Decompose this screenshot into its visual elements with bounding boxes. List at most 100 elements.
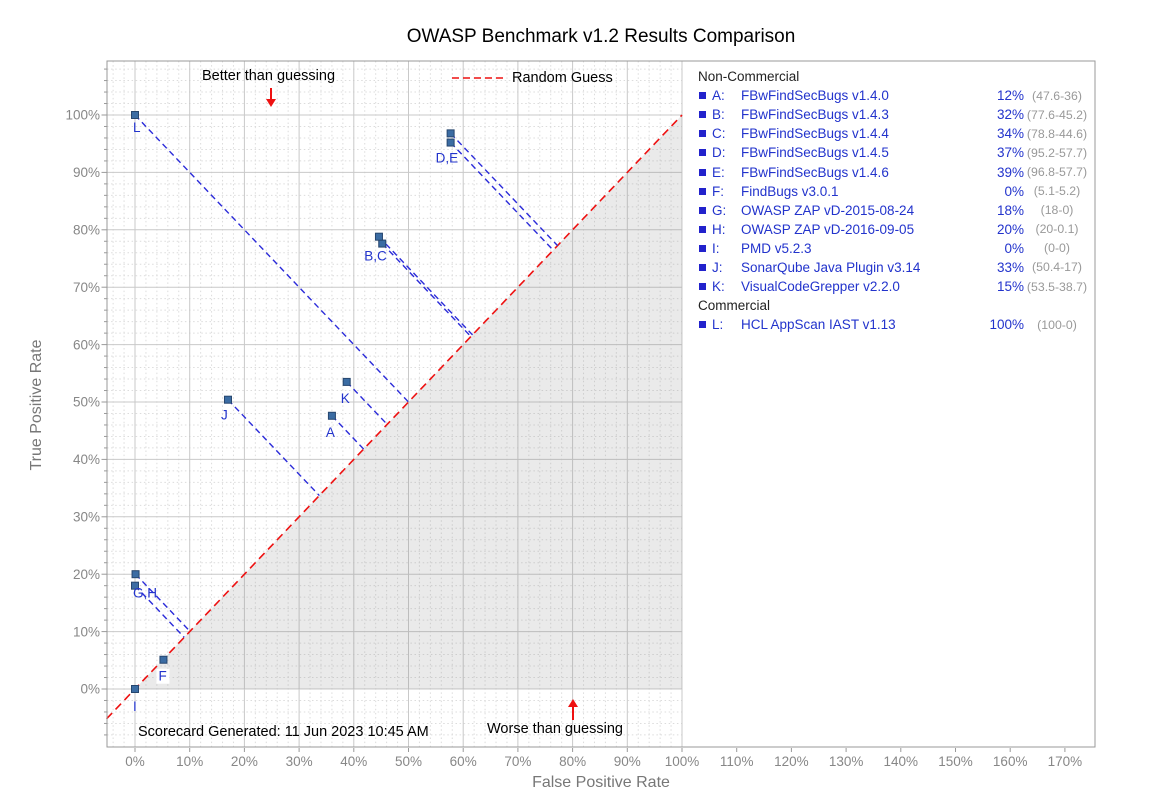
legend-item-E: E: FBwFindSecBugs v1.4.6 39% (96.8-57.7) xyxy=(698,162,1090,181)
legend-item-range: (95.2-57.7) xyxy=(1026,145,1088,160)
legend-item-letter: C: xyxy=(712,126,726,142)
chart-title: OWASP Benchmark v1.2 Results Comparison xyxy=(406,26,796,47)
legend-swatch-icon xyxy=(699,206,706,214)
y-tick-label: 0% xyxy=(80,682,100,697)
legend-item-score: 20% xyxy=(996,221,1024,237)
better-than-guessing-label: Better than guessing xyxy=(202,68,336,84)
y-tick-label: 10% xyxy=(73,624,100,639)
legend-item-F: F: FindBugs v3.0.1 0% (5.1-5.2) xyxy=(698,182,1090,201)
x-tick-label: 40% xyxy=(340,754,367,769)
data-point-J xyxy=(223,395,232,404)
legend-item-name: FindBugs v3.0.1 xyxy=(741,183,839,199)
data-point-C xyxy=(374,232,383,241)
data-point-K xyxy=(342,377,351,386)
legend-item-score: 0% xyxy=(1004,183,1024,199)
x-tick-label: 10% xyxy=(176,754,203,769)
x-tick-label: 80% xyxy=(559,754,586,769)
legend-item-range: (96.8-57.7) xyxy=(1026,165,1088,180)
legend-item-score: 18% xyxy=(996,202,1024,218)
distance-lines xyxy=(134,114,559,638)
point-label-G,H: G,H xyxy=(133,586,157,601)
legend-item-name: OWASP ZAP vD-2016-09-05 xyxy=(741,221,915,237)
legend-item-D: D: FBwFindSecBugs v1.4.5 37% (95.2-57.7) xyxy=(698,143,1090,162)
x-tick-label: 110% xyxy=(720,754,754,769)
x-tick-label: 130% xyxy=(829,754,864,769)
x-tick-label: 140% xyxy=(884,754,919,769)
legend-item-name: SonarQube Java Plugin v3.14 xyxy=(741,259,921,275)
legend-item-letter: D: xyxy=(712,145,726,161)
data-point-H xyxy=(131,570,140,579)
data-points xyxy=(131,111,455,693)
x-tick-label: 90% xyxy=(614,754,641,769)
legend-item-range: (50.4-17) xyxy=(1032,260,1082,275)
data-point-D xyxy=(446,138,455,147)
legend-item-score: 33% xyxy=(996,259,1024,275)
legend-item-name: OWASP ZAP vD-2015-08-24 xyxy=(741,202,915,218)
x-tick-label: 150% xyxy=(938,754,973,769)
point-label-A: A xyxy=(326,425,335,440)
legend-item-range: (18-0) xyxy=(1040,203,1074,218)
legend-item-letter: L: xyxy=(712,317,724,333)
legend-item-I: I: PMD v5.2.3 0% (0-0) xyxy=(698,239,1090,258)
y-tick-label: 30% xyxy=(73,510,100,525)
x-tick-label: 60% xyxy=(450,754,477,769)
legend-item-range: (77.6-45.2) xyxy=(1026,107,1088,122)
x-tick-label: 100% xyxy=(665,754,700,769)
data-point-G xyxy=(131,581,139,590)
random-guess-line xyxy=(105,114,683,720)
legend-item-letter: B: xyxy=(712,107,725,123)
legend-item-score: 15% xyxy=(996,279,1024,295)
plot-border xyxy=(106,60,1096,748)
legend-item-B: B: FBwFindSecBugs v1.4.3 32% (77.6-45.2) xyxy=(698,105,1090,124)
legend-item-name: FBwFindSecBugs v1.4.0 xyxy=(741,88,889,104)
legend-swatch-icon xyxy=(699,321,706,329)
legend-item-range: (0-0) xyxy=(1044,241,1070,256)
point-label-F: F xyxy=(158,669,166,684)
legend-item-J: J: SonarQube Java Plugin v3.14 33% (50.4-17… xyxy=(698,258,1090,277)
point-label-I: I xyxy=(133,699,137,714)
legend-item-name: VisualCodeGrepper v2.2.0 xyxy=(741,279,900,295)
legend-item-score: 0% xyxy=(1004,240,1024,256)
y-axis-title: True Positive Rate xyxy=(28,339,45,471)
legend-item-letter: G: xyxy=(712,202,727,218)
y-tick-label: 50% xyxy=(73,395,100,410)
random-guess-legend-label: Random Guess xyxy=(512,70,613,86)
legend-item-letter: I: xyxy=(712,240,720,256)
legend-item-score: 100% xyxy=(989,317,1024,333)
legend-swatch-icon xyxy=(699,111,706,119)
legend-item-score: 37% xyxy=(996,145,1024,161)
legend-swatch-icon xyxy=(699,168,706,176)
legend-swatch-icon xyxy=(699,149,706,157)
x-tick-label: 20% xyxy=(231,754,258,769)
point-labels: L D,E B,C K A J G,H F I xyxy=(133,120,458,714)
legend-swatch-icon xyxy=(699,130,706,138)
scorecard-generated-label: Scorecard Generated: 11 Jun 2023 10:45 A… xyxy=(138,724,429,740)
data-point-L xyxy=(131,111,139,119)
legend-swatch-icon xyxy=(699,187,706,195)
point-label-K: K xyxy=(341,391,350,406)
legend-item-name: FBwFindSecBugs v1.4.5 xyxy=(741,145,889,161)
legend-item-score: 32% xyxy=(996,107,1024,123)
legend-item-score: 34% xyxy=(996,126,1024,142)
legend-item-C: C: FBwFindSecBugs v1.4.4 34% (78.8-44.6) xyxy=(698,124,1090,143)
legend-swatch-icon xyxy=(699,283,706,291)
legend-item-letter: A: xyxy=(712,88,725,104)
legend-item-G: G: OWASP ZAP vD-2015-08-24 18% (18-0) xyxy=(698,201,1090,220)
legend-item-score: 39% xyxy=(996,164,1024,180)
data-point-I xyxy=(131,685,139,693)
legend-item-name: FBwFindSecBugs v1.4.6 xyxy=(741,164,889,180)
legend-item-H: H: OWASP ZAP vD-2016-09-05 20% (20-0.1) xyxy=(698,220,1090,239)
point-label-D,E: D,E xyxy=(436,151,459,166)
legend-item-range: (78.8-44.6) xyxy=(1026,126,1088,141)
legend-item-L: L: HCL AppScan IAST v1.13 100% (100-0) xyxy=(698,315,1090,334)
grid-lines xyxy=(107,61,683,747)
legend-item-name: PMD v5.2.3 xyxy=(741,240,812,256)
legend-item-name: HCL AppScan IAST v1.13 xyxy=(741,317,896,333)
y-tick-label: 80% xyxy=(73,223,100,238)
x-tick-label: 170% xyxy=(1048,754,1083,769)
point-label-J: J xyxy=(221,408,228,423)
x-axis-title: False Positive Rate xyxy=(532,774,670,791)
legend-swatch-icon xyxy=(699,244,706,252)
